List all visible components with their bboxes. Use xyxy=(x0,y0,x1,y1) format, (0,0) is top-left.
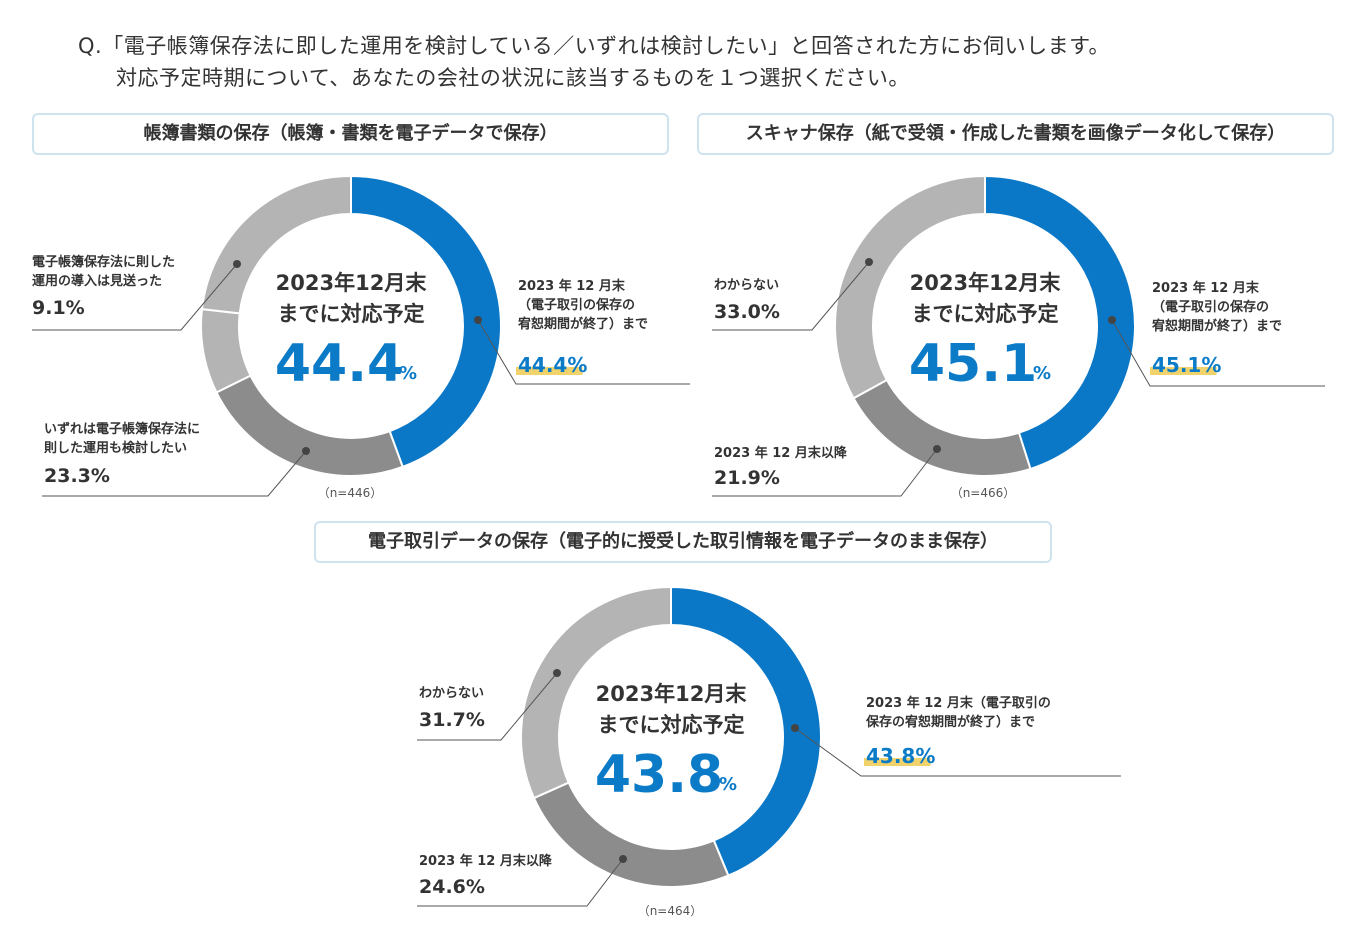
chart-2-title: スキャナ保存（紙で受領・作成した書類を画像データ化して保存） xyxy=(697,113,1334,155)
chart-2-center-line2: までに対応予定 xyxy=(912,302,1059,326)
chart-2-leader-dot-3 xyxy=(865,258,873,266)
chart-2-slice-3 xyxy=(834,174,986,400)
chart-2-slice-2 xyxy=(852,378,1032,477)
chart-1-n-label: （n=446） xyxy=(318,486,383,500)
chart-1-center-unit: % xyxy=(399,363,417,384)
chart-3-leader-line-3 xyxy=(417,672,558,741)
chart-2-center-unit: % xyxy=(1033,363,1051,384)
chart-3-leader-line-1 xyxy=(794,727,1121,777)
chart-2-value-2: 21.9% xyxy=(714,467,780,489)
chart-1-value-highlight xyxy=(516,367,583,375)
chart-1-value-2: 23.3% xyxy=(44,465,110,487)
chart-1-value-1: 44.4% xyxy=(518,353,587,377)
chart-3-center-value: 43.8 xyxy=(595,745,723,805)
chart-1-slice-1 xyxy=(350,174,502,469)
chart-1-label-2-line-1: いずれは電子帳簿保存法に xyxy=(44,421,200,437)
chart-2-value-1: 45.1% xyxy=(1152,353,1221,377)
chart-1-leader-dot-2 xyxy=(302,447,310,455)
chart-1-center-line1: 2023年12月末 xyxy=(276,271,428,295)
chart-2-n-label: （n=466） xyxy=(951,486,1016,500)
chart-1-slice-4 xyxy=(200,174,352,315)
chart-1-label-3-line-2: 運用の導入は見送った xyxy=(32,273,162,289)
chart-1-leader-line-3 xyxy=(32,263,238,331)
chart-3-leader-dot-1 xyxy=(791,724,799,732)
chart-3-leader-dot-2 xyxy=(619,855,627,863)
chart-2-label-1-line-1: 2023 年 12 月末 xyxy=(1152,280,1260,296)
chart-3-label-2-line-1: 2023 年 12 月末以降 xyxy=(419,853,553,869)
chart-2-slice-1 xyxy=(984,174,1136,471)
chart-1-label-2-line-2: 則した運用も検討したい xyxy=(44,440,187,456)
chart-2-value-highlight xyxy=(1150,367,1217,375)
chart-3-n-label: （n=464） xyxy=(638,904,703,918)
chart-1-label-1-line-2: （電子取引の保存の xyxy=(518,297,635,313)
chart-2-leader-line-1 xyxy=(1111,319,1325,387)
chart-1-label-1-line-1: 2023 年 12 月末 xyxy=(518,278,626,294)
chart-1-label-3-line-1: 電子帳簿保存法に則した xyxy=(32,254,175,270)
chart-2-label-2-line-1: 2023 年 12 月末以降 xyxy=(714,445,848,461)
chart-1-leader-dot-3 xyxy=(233,260,241,268)
chart-3-value-1: 43.8% xyxy=(866,744,935,768)
question-text: Q.「電子帳簿保存法に即した運用を検討している／いずれは検討したい」と回答された… xyxy=(78,30,1110,94)
chart-3-center-line2: までに対応予定 xyxy=(598,713,745,737)
chart-3-label-1-line-1: 2023 年 12 月末（電子取引の xyxy=(866,695,1051,711)
chart-1-value-3: 9.1% xyxy=(32,297,85,319)
chart-3-value-2: 24.6% xyxy=(419,876,485,898)
chart-3-value-3: 31.7% xyxy=(419,709,485,731)
chart-1-center-value: 44.4 xyxy=(275,334,403,394)
chart-2-label-3-line-1: わからない xyxy=(714,278,779,293)
chart-2-label-1-line-3: 宥恕期間が終了）まで xyxy=(1151,318,1282,334)
chart-3-label-3-line-1: わからない xyxy=(419,686,484,701)
chart-2-leader-dot-2 xyxy=(933,445,941,453)
chart-2-label-1-line-2: （電子取引の保存の xyxy=(1152,299,1269,315)
chart-1-title: 帳簿書類の保存（帳簿・書類を電子データで保存） xyxy=(32,113,669,155)
chart-2-center-value: 45.1 xyxy=(909,334,1037,394)
chart-2-leader-dot-1 xyxy=(1108,316,1116,324)
chart-1-center-line2: までに対応予定 xyxy=(278,302,425,326)
chart-1-label-1-line-3: 宥恕期間が終了）まで xyxy=(517,316,648,332)
chart-1-leader-line-2 xyxy=(42,450,307,497)
chart-1-leader-dot-1 xyxy=(474,316,482,324)
chart-2-leader-line-3 xyxy=(712,261,870,331)
chart-3-label-1-line-2: 保存の宥恕期間が終了）まで xyxy=(865,714,1035,730)
chart-3-slice-3 xyxy=(520,585,672,800)
chart-2-center-line1: 2023年12月末 xyxy=(910,271,1062,295)
chart-3-leader-line-2 xyxy=(417,858,624,907)
chart-2-value-3: 33.0% xyxy=(714,301,780,323)
chart-3-slice-1 xyxy=(670,585,822,877)
chart-3-value-highlight xyxy=(864,758,931,766)
question-line-1: Q.「電子帳簿保存法に即した運用を検討している／いずれは検討したい」と回答された… xyxy=(78,34,1110,58)
chart-3-leader-dot-3 xyxy=(553,669,561,677)
chart-2-leader-line-2 xyxy=(712,448,938,497)
chart-3-center-line1: 2023年12月末 xyxy=(596,682,748,706)
chart-3-center-unit: % xyxy=(719,774,737,795)
chart-3-title: 電子取引データの保存（電子的に授受した取引情報を電子データのまま保存） xyxy=(314,521,1052,563)
question-line-2: 対応予定時期について、あなたの会社の状況に該当するものを１つ選択ください。 xyxy=(116,66,910,90)
chart-1-leader-line-1 xyxy=(477,319,690,385)
chart-1-slice-3 xyxy=(200,307,252,394)
